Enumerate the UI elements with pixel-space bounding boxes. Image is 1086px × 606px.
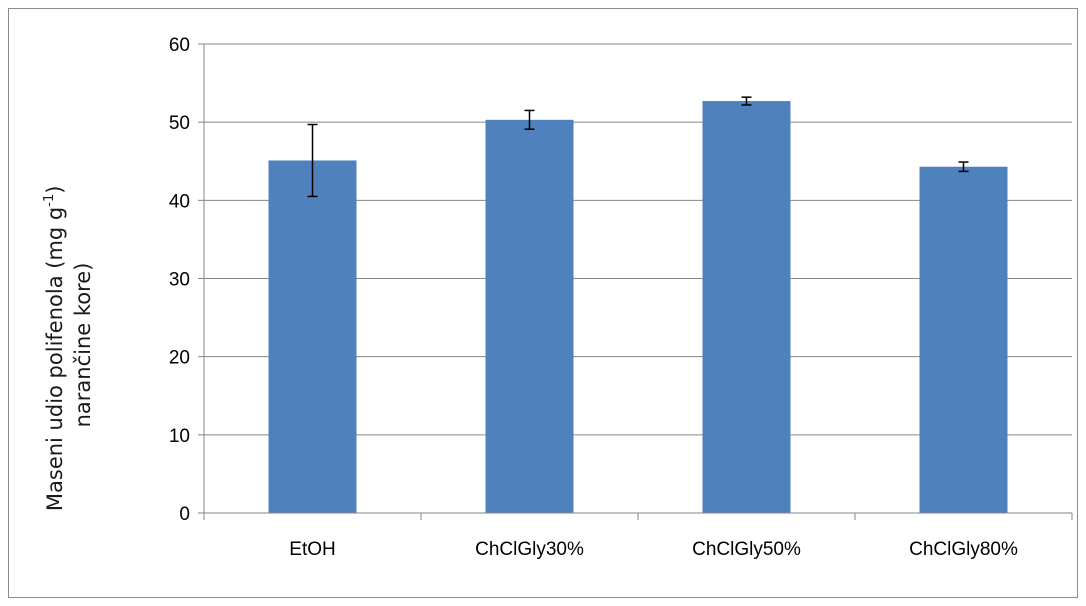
x-tick-label: ChClGly80% [909, 539, 1018, 560]
bars [269, 101, 1008, 513]
y-tick-label: 60 [169, 35, 190, 56]
y-tick-label: 30 [169, 270, 190, 291]
y-axis-title-line1: Maseni udio polifenola (mg g [43, 207, 67, 511]
x-tick-label: ChClGly30% [475, 539, 584, 560]
y-tick-labels: 0 10 20 30 40 50 60 [169, 35, 190, 525]
y-tick-label: 20 [169, 348, 190, 369]
bar [269, 160, 357, 513]
y-tick-label: 40 [169, 191, 190, 212]
bar [703, 101, 791, 513]
y-axis-title-line2: narančine kore) [71, 263, 95, 428]
y-axis-title-superscript: -1 [42, 194, 57, 207]
y-tick-label: 10 [169, 426, 190, 447]
y-tick-label: 0 [179, 504, 190, 525]
y-tick-label: 50 [169, 113, 190, 134]
y-axis-title: Maseni udio polifenola (mg g-1) narančin… [42, 179, 95, 511]
x-tick-label: EtOH [289, 539, 335, 560]
x-tick-labels: EtOH ChClGly30% ChClGly50% ChClGly80% [289, 539, 1018, 560]
bar [920, 167, 1008, 513]
bar [486, 120, 574, 513]
x-tick-label: ChClGly50% [692, 539, 801, 560]
error-bars [308, 97, 969, 196]
